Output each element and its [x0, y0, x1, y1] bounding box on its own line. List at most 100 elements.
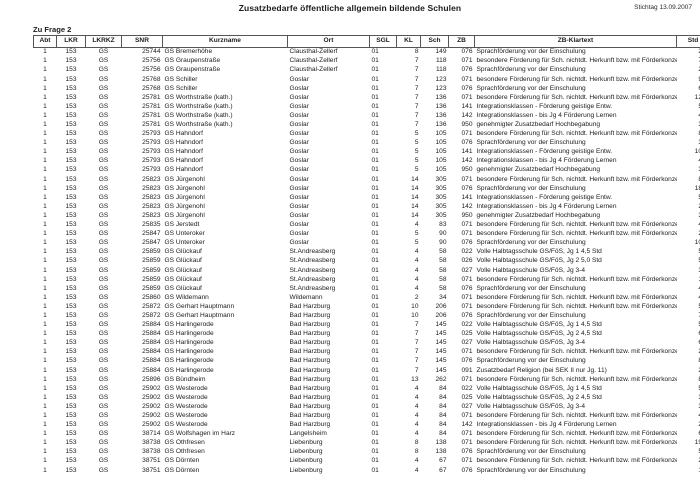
cell-abt: 1	[43, 466, 47, 474]
cell-kl: 4	[414, 457, 419, 465]
cell-kl: 4	[414, 275, 419, 283]
cell-ort: Goslar	[289, 230, 309, 238]
cell-ort: Bad Harzburg	[289, 412, 331, 419]
cell-snr: 38751	[142, 457, 161, 465]
cell-lkrkz: GS	[98, 293, 109, 301]
cell-lkr: 153	[65, 284, 77, 292]
cell-kl: 5	[414, 139, 419, 147]
cell-kurzname: GS Wolfshagen im Harz	[164, 430, 236, 438]
table-row: 1 153 GS 25823 GS Jürgenohl Goslar 01 14 305 950 g…	[34, 212, 700, 221]
cell-zb: 025	[461, 393, 473, 401]
cell-lkrkz: GS	[98, 412, 109, 419]
cell-sch: 149	[435, 48, 447, 56]
cell-zb: 071	[461, 302, 473, 310]
cell-kl: 10	[411, 311, 419, 319]
cell-ort: Goslar	[289, 175, 309, 183]
cell-sch: 145	[435, 366, 447, 374]
table-row: 1 153 GS 25859 GS Glückauf St.Andreasberg 01 4 5…	[34, 266, 700, 275]
cell-sch: 305	[435, 193, 447, 201]
cell-zbklartext: besondere Förderung für Sch. nichtdt. He…	[476, 175, 677, 183]
cell-abt: 1	[43, 48, 47, 56]
cell-std: 19,0	[694, 439, 700, 447]
cell-lkr: 153	[65, 393, 77, 401]
cell-zbklartext: Volle Halbtagsschule GS/FöS, Jg 3-4	[476, 402, 586, 410]
cell-abt: 1	[43, 193, 47, 201]
column-header-lkrkz: LKRKZ	[85, 35, 122, 48]
cell-abt: 1	[43, 275, 47, 283]
cell-lkrkz: GS	[98, 75, 109, 83]
cell-sch: 34	[439, 293, 447, 301]
cell-sch: 84	[439, 402, 447, 410]
cell-kurzname: GS Unteroker	[164, 230, 205, 238]
cell-sgl: 01	[371, 448, 379, 456]
stichtag-label: Stichtag 13.09.2007	[634, 4, 692, 11]
cell-lkr: 153	[65, 430, 77, 438]
cell-abt: 1	[43, 239, 47, 247]
cell-abt: 1	[43, 330, 47, 338]
cell-lkr: 153	[65, 421, 77, 429]
cell-kl: 7	[414, 348, 419, 356]
cell-lkrkz: GS	[98, 421, 109, 429]
cell-kl: 7	[414, 57, 419, 65]
cell-zb: 076	[461, 357, 473, 365]
cell-lkrkz: GS	[98, 239, 109, 247]
cell-lkrkz: GS	[98, 266, 109, 274]
cell-kurzname: GS Westerode	[164, 412, 208, 419]
cell-lkr: 153	[65, 102, 77, 110]
cell-abt: 1	[43, 230, 47, 238]
cell-lkrkz: GS	[98, 357, 109, 365]
cell-zb: 071	[461, 375, 473, 383]
cell-lkr: 153	[65, 221, 77, 229]
cell-ort: Goslar	[289, 166, 309, 174]
cell-kl: 2	[414, 293, 419, 301]
cell-snr: 25823	[142, 193, 161, 201]
cell-abt: 1	[43, 148, 47, 156]
cell-std: 2,0	[677, 203, 700, 212]
cell-std: 4,0	[677, 221, 700, 230]
table-row: 1 153 GS 38751 GS Dörnten Liebenburg 01 4 67 071 b…	[34, 457, 700, 466]
cell-lkr: 153	[65, 48, 77, 56]
cell-std: 10,0	[694, 239, 700, 247]
cell-lkr: 153	[65, 330, 77, 338]
cell-snr: 25884	[142, 321, 161, 329]
cell-std: 3,0	[677, 394, 700, 403]
cell-ort: Liebenburg	[289, 448, 323, 456]
cell-snr: 25756	[142, 57, 161, 65]
cell-std: 5,0	[677, 248, 700, 257]
cell-ort: Bad Harzburg	[289, 302, 331, 310]
cell-kl: 4	[414, 421, 419, 429]
cell-kurzname: GS Othfresen	[164, 439, 205, 447]
cell-kurzname: GS Hahndorf	[164, 166, 203, 174]
cell-lkrkz: GS	[98, 284, 109, 292]
cell-zbklartext: Integrationsklassen - Förderung geistige…	[476, 193, 613, 201]
table-row: 1 153 GS 25884 GS Harlingerode Bad Harzburg 01…	[34, 339, 700, 348]
cell-ort: Goslar	[289, 221, 309, 229]
cell-zb: 071	[461, 75, 473, 83]
cell-abt: 1	[43, 311, 47, 319]
cell-lkr: 153	[65, 366, 77, 374]
cell-std: 5,0	[677, 103, 700, 112]
cell-zb: 022	[461, 321, 473, 329]
cell-lkrkz: GS	[98, 466, 109, 474]
cell-kl: 5	[414, 157, 419, 165]
cell-zbklartext: besondere Förderung für Sch. nichtdt. He…	[476, 293, 677, 301]
cell-ort: Goslar	[289, 211, 309, 219]
cell-kl: 7	[414, 84, 419, 92]
document-header: Zusatzbedarfe öffentliche allgemein bild…	[0, 0, 700, 26]
cell-lkr: 153	[65, 439, 77, 447]
cell-std: 4,0	[677, 157, 700, 166]
cell-sgl: 01	[371, 466, 379, 474]
cell-sgl: 01	[371, 384, 379, 392]
cell-sgl: 01	[371, 293, 379, 301]
cell-zb: 071	[461, 430, 473, 438]
cell-lkr: 153	[65, 211, 77, 219]
cell-lkrkz: GS	[98, 93, 109, 101]
table-row: 1 153 GS 25896 GS Bündheim Bad Harzburg 01 13 26…	[34, 375, 700, 384]
cell-lkr: 153	[65, 375, 77, 383]
cell-lkrkz: GS	[98, 121, 109, 128]
cell-ort: Goslar	[289, 75, 309, 83]
cell-kurzname: GS Harlingerode	[164, 321, 214, 329]
cell-zbklartext: besondere Förderung für Sch. nichtdt. He…	[476, 130, 677, 138]
cell-abt: 1	[43, 93, 47, 101]
cell-kl: 4	[414, 466, 419, 474]
